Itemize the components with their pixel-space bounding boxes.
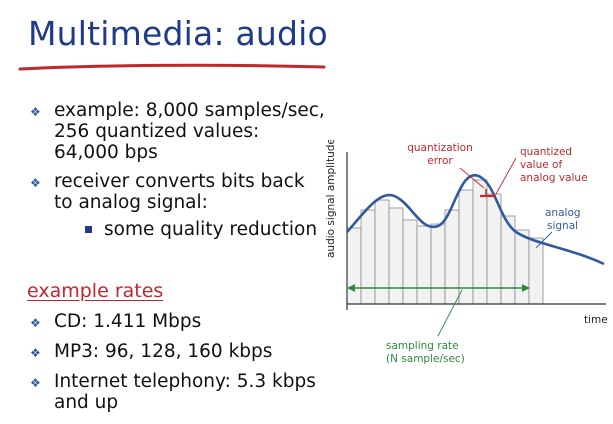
diamond-bullet-icon: ❖ — [30, 105, 41, 119]
sample-bar — [472, 179, 488, 305]
analog-signal-label: signal — [547, 220, 578, 232]
quantization-error-label: error — [427, 155, 453, 167]
bullet-item: ❖ example: 8,000 samples/sec, 256 quanti… — [26, 100, 326, 163]
sample-bar — [402, 219, 418, 305]
sampling-diagram: audio signal amplitude time quantization… — [325, 140, 608, 365]
sample-bar — [360, 209, 376, 305]
rate-item: ❖ Internet telephony: 5.3 kbps and up — [26, 371, 326, 413]
sample-bar — [416, 225, 432, 305]
analog-signal-curve — [346, 174, 605, 266]
diamond-bullet-icon: ❖ — [30, 316, 41, 330]
sample-bar — [388, 207, 404, 305]
diamond-bullet-icon: ❖ — [30, 376, 41, 390]
rates-list: ❖ CD: 1.411 Mbps ❖ MP3: 96, 128, 160 kbp… — [26, 311, 326, 422]
analog-signal-pointer — [535, 231, 553, 249]
sampling-rate-label: sampling rate — [386, 340, 459, 352]
rate-text: CD: 1.411 Mbps — [54, 311, 202, 332]
x-axis-label: time — [584, 314, 608, 326]
rate-text: Internet telephony: 5.3 kbps and up — [54, 371, 316, 413]
sample-bars — [346, 179, 544, 305]
rate-item: ❖ CD: 1.411 Mbps — [26, 311, 326, 332]
sample-bar — [458, 189, 474, 305]
section-heading: example rates — [27, 280, 164, 302]
sub-bullet-text: some quality reduction — [104, 219, 318, 240]
sampling-rate-pointer — [437, 289, 463, 337]
quantized-value-label: analog value — [520, 172, 588, 184]
square-bullet-icon — [85, 226, 92, 233]
y-axis-label: audio signal amplitude — [325, 140, 337, 258]
arrow-left-icon — [347, 284, 355, 292]
sub-bullet-item: some quality reduction — [54, 219, 326, 240]
quantization-error-pointer — [459, 167, 485, 189]
analog-signal-label: analog — [545, 207, 581, 219]
sample-bar — [346, 227, 362, 305]
slide-title: Multimedia: audio — [28, 14, 328, 53]
quantized-value-pointer — [495, 157, 517, 195]
arrow-right-icon — [522, 284, 530, 292]
title-underline — [18, 63, 326, 71]
quantized-value-label: quantized — [520, 146, 572, 158]
sampling-rate-label: (N sample/sec) — [386, 353, 465, 365]
bullet-item: ❖ receiver converts bits back to analog … — [26, 171, 326, 240]
diamond-bullet-icon: ❖ — [30, 346, 41, 360]
rate-item: ❖ MP3: 96, 128, 160 kbps — [26, 341, 326, 362]
sample-bar — [430, 223, 446, 305]
rate-text: MP3: 96, 128, 160 kbps — [54, 341, 273, 362]
sample-bar — [444, 209, 460, 305]
bullet-list: ❖ example: 8,000 samples/sec, 256 quanti… — [26, 100, 326, 248]
quantized-value-label: value of — [520, 159, 562, 171]
sample-bar — [514, 229, 530, 305]
bullet-text: example: 8,000 samples/sec, 256 quantize… — [54, 100, 325, 163]
diamond-bullet-icon: ❖ — [30, 176, 41, 190]
quantization-error-label: quantization — [407, 142, 473, 154]
bullet-text: receiver converts bits back to analog si… — [54, 171, 305, 213]
